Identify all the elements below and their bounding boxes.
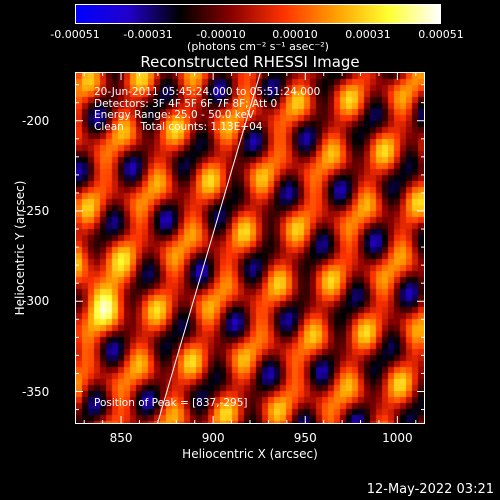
colorbar-tick: -0.00051 [50, 28, 100, 41]
y-tick-label: -300 [22, 294, 50, 309]
y-tick-label: -200 [22, 113, 50, 128]
x-tick-label: 900 [201, 431, 225, 445]
y-axis-label: Heliocentric Y (arcsec) [13, 180, 27, 316]
colorbar-tick: -0.00010 [196, 28, 246, 41]
colorbar-unit-label: (photons cm⁻² s⁻¹ asec⁻²) [187, 40, 329, 53]
chart-title: Reconstructed RHESSI Image [140, 53, 360, 71]
y-tick-label: -250 [22, 203, 50, 218]
annotation-detectors: Detectors: 3F 4F 5F 6F 7F 8F; Att 0 [94, 97, 278, 110]
plot-area: 20-Jun-2011 05:45:24.000 to 05:51:24.000… [75, 72, 425, 424]
annotation-time: 20-Jun-2011 05:45:24.000 to 05:51:24.000 [94, 86, 321, 98]
footer-timestamp: 12-May-2022 03:21 [366, 482, 494, 497]
colorbar-tick: 0.00010 [272, 28, 318, 41]
x-tick-label: 850 [109, 431, 133, 445]
annotation-peak: Position of Peak = [837,-295] [94, 397, 248, 409]
plot-overlay [157, 73, 261, 423]
x-tick-label: 950 [293, 431, 317, 445]
annotation-energy: Energy Range: 25.0 - 50.0 keV [94, 109, 255, 121]
colorbar-tick: 0.00031 [345, 28, 391, 41]
colorbar-tick: -0.00031 [123, 28, 173, 41]
colorbar-tick: 0.00051 [418, 28, 464, 41]
colorbar [75, 4, 441, 24]
solar-limb-line [157, 73, 261, 423]
x-axis-label: Heliocentric X (arcsec) [182, 447, 318, 461]
heatmap-image [76, 73, 424, 423]
y-tick-label: -350 [22, 384, 50, 399]
annotation-counts: Clean Total counts: 1.13E+04 [94, 120, 263, 133]
x-tick-label: 1000 [382, 431, 413, 445]
